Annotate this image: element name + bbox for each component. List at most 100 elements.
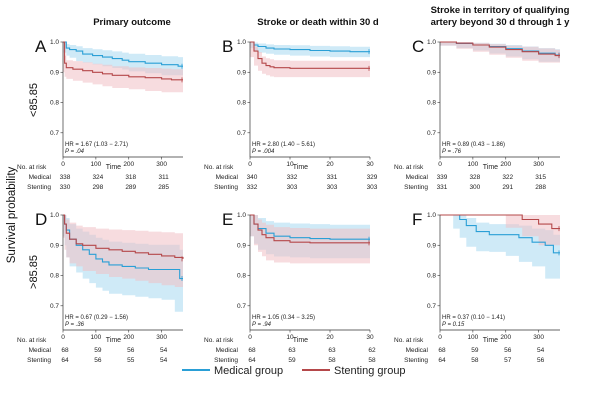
km-panel-A: A 0.7 0.8 0.9 1.0 0 100 200 300 HR = 1.67 (1.03 −… bbox=[17, 37, 183, 191]
risk-value: 64 bbox=[248, 357, 256, 364]
risk-value: 285 bbox=[158, 184, 169, 191]
risk-row-label-medical: Medical bbox=[406, 174, 429, 181]
x-tick-label: 0 bbox=[438, 334, 442, 341]
y-tick-label: 0.9 bbox=[237, 242, 246, 249]
risk-value: 54 bbox=[537, 347, 545, 354]
x-tick-label: 0 bbox=[438, 161, 442, 168]
y-tick-label: 0.7 bbox=[50, 303, 59, 310]
y-tick-label: 0.8 bbox=[237, 273, 246, 280]
risk-value: 300 bbox=[469, 184, 480, 191]
y-tick-label: 0.8 bbox=[427, 100, 436, 107]
ci-band-stenting bbox=[440, 215, 560, 246]
x-axis-title: Time bbox=[483, 337, 498, 344]
x-tick-label: 10 bbox=[286, 161, 294, 168]
risk-value: 54 bbox=[160, 357, 168, 364]
risk-value: 311 bbox=[158, 174, 169, 181]
y-tick-label: 0.9 bbox=[237, 69, 246, 76]
x-tick-label: 30 bbox=[366, 334, 374, 341]
risk-value: 332 bbox=[287, 174, 298, 181]
km-panel-C: C 0.7 0.8 0.9 1.0 0 100 200 300 HR = 0.89 (0.43 −… bbox=[394, 37, 560, 191]
col-title-3-line2: artery beyond 30 d through 1 y bbox=[431, 17, 571, 28]
survival-line-stenting bbox=[63, 214, 184, 259]
survival-line-medical bbox=[440, 214, 560, 254]
km-panel-F: F 0.7 0.8 0.9 1.0 0 100 200 300 HR = 0.37 (0.10 −… bbox=[394, 210, 560, 364]
risk-value: 55 bbox=[127, 357, 135, 364]
col-title-1: Primary outcome bbox=[93, 17, 171, 28]
risk-value: 62 bbox=[368, 347, 376, 354]
x-tick-label: 200 bbox=[500, 161, 511, 168]
legend-stenting-label: Stenting group bbox=[334, 365, 406, 377]
risk-value: 303 bbox=[287, 184, 298, 191]
y-tick-label: 1.0 bbox=[50, 212, 59, 219]
risk-table-header: No. at risk bbox=[17, 164, 47, 171]
risk-row-label-medical: Medical bbox=[406, 347, 429, 354]
x-tick-label: 0 bbox=[248, 161, 252, 168]
y-tick-label: 0.7 bbox=[427, 130, 436, 137]
risk-value: 56 bbox=[94, 357, 102, 364]
x-tick-label: 200 bbox=[123, 161, 134, 168]
x-tick-label: 100 bbox=[467, 334, 478, 341]
panel-letter-B: B bbox=[222, 37, 233, 56]
panel-letter-A: A bbox=[35, 37, 47, 56]
panel-letter-C: C bbox=[412, 37, 424, 56]
risk-value: 56 bbox=[537, 357, 545, 364]
km-panel-E: E 0.7 0.8 0.9 1.0 0 10 20 30 HR = 1.05 (0.34 − 3.… bbox=[204, 210, 376, 364]
x-tick-label: 20 bbox=[326, 334, 334, 341]
risk-value: 291 bbox=[502, 184, 513, 191]
ci-band-stenting bbox=[250, 215, 370, 264]
panel-letter-D: D bbox=[35, 210, 47, 229]
risk-value: 288 bbox=[535, 184, 546, 191]
risk-value: 332 bbox=[247, 184, 258, 191]
risk-row-label-medical: Medical bbox=[29, 174, 52, 181]
risk-row-label-medical: Medical bbox=[29, 347, 52, 354]
y-tick-label: 0.7 bbox=[237, 303, 246, 310]
risk-value: 56 bbox=[504, 347, 512, 354]
risk-value: 64 bbox=[61, 357, 69, 364]
survival-line-stenting bbox=[440, 41, 560, 57]
risk-value: 59 bbox=[471, 347, 479, 354]
risk-value: 63 bbox=[288, 347, 296, 354]
y-tick-label: 0.9 bbox=[427, 242, 436, 249]
risk-value: 289 bbox=[125, 184, 136, 191]
risk-row-label-stenting: Stenting bbox=[214, 357, 238, 364]
risk-row-label-stenting: Stenting bbox=[27, 357, 51, 364]
y-tick-label: 0.9 bbox=[50, 69, 59, 76]
km-panel-D: D 0.7 0.8 0.9 1.0 0 100 200 300 HR = 0.67 (0.29 −… bbox=[17, 210, 184, 364]
x-tick-label: 0 bbox=[61, 161, 65, 168]
x-axis-title: Time bbox=[106, 164, 121, 171]
p-value-text: P = 0.15 bbox=[442, 322, 465, 328]
risk-value: 58 bbox=[471, 357, 479, 364]
x-axis-title: Time bbox=[106, 337, 121, 344]
y-axis-label: Survival probability bbox=[6, 166, 18, 263]
x-tick-label: 0 bbox=[61, 334, 65, 341]
y-tick-label: 1.0 bbox=[427, 39, 436, 46]
risk-value: 318 bbox=[125, 174, 136, 181]
y-tick-label: 0.7 bbox=[427, 303, 436, 310]
risk-value: 339 bbox=[437, 174, 448, 181]
y-tick-label: 0.9 bbox=[427, 69, 436, 76]
x-tick-label: 100 bbox=[90, 334, 101, 341]
y-tick-label: 0.8 bbox=[427, 273, 436, 280]
x-tick-label: 100 bbox=[90, 161, 101, 168]
y-tick-label: 0.9 bbox=[50, 242, 59, 249]
risk-row-label-stenting: Stenting bbox=[27, 184, 51, 191]
risk-value: 328 bbox=[469, 174, 480, 181]
risk-value: 303 bbox=[367, 184, 378, 191]
risk-value: 63 bbox=[328, 347, 336, 354]
y-tick-label: 0.7 bbox=[50, 130, 59, 137]
p-value-text: P = .04 bbox=[65, 149, 85, 155]
risk-value: 303 bbox=[327, 184, 338, 191]
risk-value: 54 bbox=[160, 347, 168, 354]
legend-medical-label: Medical group bbox=[214, 365, 283, 377]
ci-band-stenting bbox=[63, 42, 183, 93]
risk-value: 315 bbox=[535, 174, 546, 181]
x-tick-label: 200 bbox=[500, 334, 511, 341]
x-tick-label: 0 bbox=[248, 334, 252, 341]
km-panel-B: B 0.7 0.8 0.9 1.0 0 10 20 30 HR = 2.80 (1.40 − 5.… bbox=[204, 37, 378, 191]
risk-value: 330 bbox=[60, 184, 71, 191]
risk-value: 68 bbox=[438, 347, 446, 354]
row-label-bottom: >85.85 bbox=[28, 255, 40, 289]
risk-value: 338 bbox=[60, 174, 71, 181]
risk-value: 329 bbox=[367, 174, 378, 181]
